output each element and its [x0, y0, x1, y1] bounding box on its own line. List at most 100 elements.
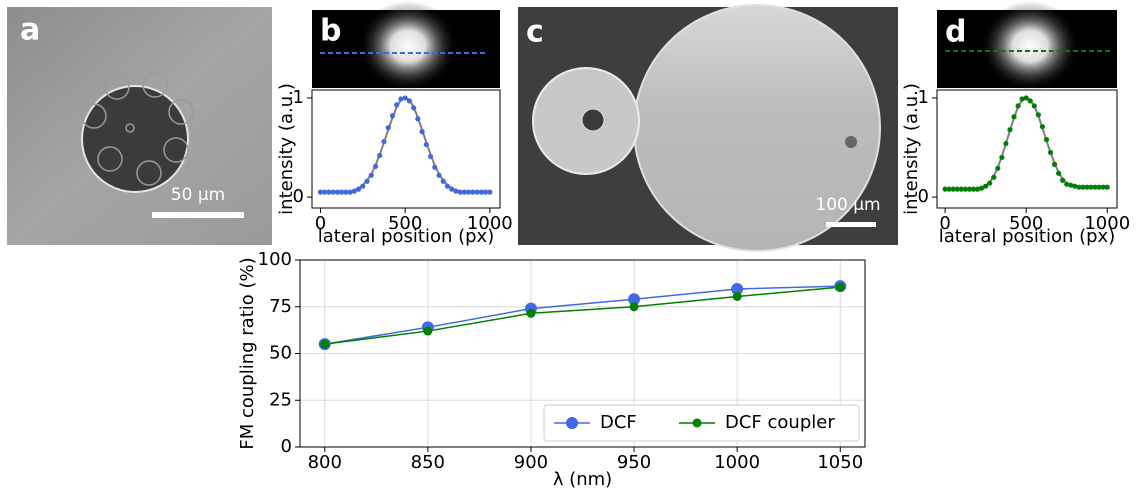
legend-label: DCF [600, 412, 637, 433]
y-tick-label: 100 [258, 249, 292, 270]
data-point [1096, 184, 1102, 190]
panel-label: c [526, 15, 544, 50]
x-tick-label: 1000 [714, 452, 760, 473]
data-point [381, 138, 387, 145]
data-point [453, 188, 459, 194]
data-point [334, 189, 341, 195]
data-point [326, 189, 332, 195]
data-point [1104, 184, 1110, 190]
camera-image-b [312, 1, 500, 91]
y-tick-label: 1 [918, 87, 929, 108]
data-point [1088, 184, 1094, 190]
data-point [1100, 184, 1106, 190]
x-tick-label: 0 [939, 213, 950, 234]
data-point [987, 180, 993, 186]
data-point [978, 185, 985, 191]
data-point [1003, 140, 1009, 147]
data-point [360, 183, 366, 189]
panel-label: a [20, 13, 40, 48]
data-point [351, 188, 357, 194]
data-point [1092, 184, 1098, 190]
y-axis-label: intensity (a.u.) [276, 83, 297, 215]
data-point [343, 189, 349, 195]
data-point [364, 178, 370, 184]
data-point [317, 189, 324, 195]
data-point [1031, 103, 1037, 109]
data-point [394, 102, 400, 108]
data-point [835, 282, 845, 292]
data-point [466, 189, 472, 195]
data-point [1011, 114, 1017, 120]
x-tick-label: 500 [1009, 213, 1043, 234]
data-point [320, 339, 330, 349]
data-point [950, 186, 956, 192]
data-point [402, 95, 408, 101]
y-axis-label: FM coupling ratio (%) [237, 257, 258, 449]
data-point [999, 154, 1005, 161]
data-point [1076, 184, 1082, 190]
data-point [406, 98, 412, 104]
x-axis-label: lateral position (px) [939, 226, 1115, 247]
data-point [1084, 184, 1090, 190]
data-point [474, 189, 480, 195]
data-point [958, 186, 964, 192]
data-point [962, 186, 968, 192]
data-point [1060, 177, 1066, 183]
panel-label: d [945, 15, 966, 50]
data-point [995, 165, 1001, 171]
data-point [942, 186, 948, 192]
data-point [628, 293, 641, 306]
data-point [449, 186, 455, 192]
x-tick-label: 1000 [1084, 213, 1130, 234]
y-tick-label: 1 [293, 87, 304, 108]
y-tick-label: 0 [281, 436, 292, 457]
data-point [974, 186, 981, 192]
data-point [1056, 170, 1062, 176]
series-line [324, 285, 841, 345]
data-point [339, 189, 345, 195]
data-point [377, 152, 383, 159]
data-point [991, 174, 997, 180]
scale-bar-label: 100 μm [815, 195, 880, 215]
camera-image-d [937, 1, 1117, 91]
data-point [1007, 127, 1013, 133]
data-point [1035, 112, 1041, 118]
data-point [1080, 184, 1086, 190]
data-point [954, 186, 960, 192]
y-tick-label: 0 [918, 186, 929, 207]
x-tick-label: 950 [617, 452, 651, 473]
x-tick-label: 1000 [467, 213, 513, 234]
x-tick-label: 1050 [817, 452, 863, 473]
y-tick-label: 50 [269, 343, 292, 364]
data-point [1072, 183, 1078, 189]
data-point [1015, 103, 1021, 109]
data-point [1039, 124, 1046, 130]
data-point [415, 116, 421, 122]
data-point [347, 189, 353, 195]
data-point [385, 125, 391, 131]
data-point [629, 302, 639, 312]
data-point [330, 189, 336, 195]
data-point [983, 183, 989, 189]
data-point [444, 183, 451, 189]
data-point [1051, 161, 1058, 167]
data-point [457, 189, 463, 195]
data-point [436, 172, 442, 178]
y-tick-label: 75 [269, 296, 292, 317]
data-point [440, 178, 446, 184]
data-point [1068, 182, 1074, 188]
data-point [1064, 181, 1070, 187]
x-tick-label: 500 [388, 213, 422, 234]
x-tick-label: 0 [315, 213, 326, 234]
data-point [946, 186, 952, 192]
data-point [419, 129, 425, 135]
data-point [1043, 136, 1050, 143]
data-point [461, 189, 468, 195]
data-point [423, 326, 433, 336]
data-point [966, 186, 973, 192]
data-point [355, 186, 362, 192]
plot-frame [311, 89, 501, 209]
data-point [368, 172, 374, 178]
data-point [1027, 98, 1033, 104]
y-tick-label: 25 [269, 389, 292, 410]
